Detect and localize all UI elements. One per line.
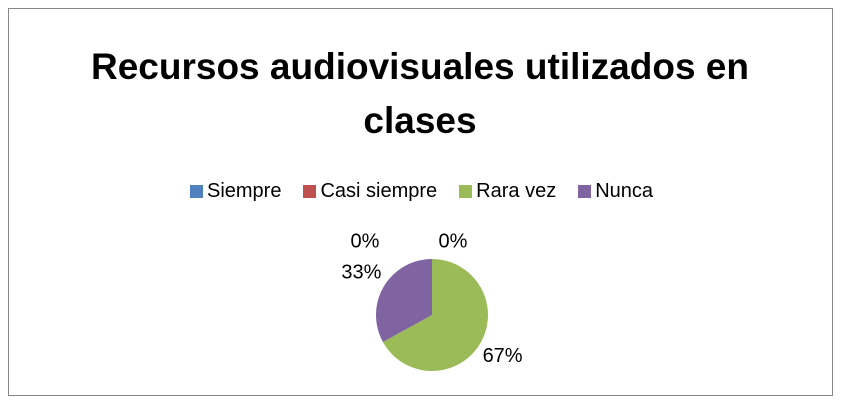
legend-item: Siempre [189,180,282,203]
data-label: 0% [439,230,468,252]
data-label: 0% [351,230,380,252]
legend-label: Nunca [595,180,654,202]
data-label: 67% [483,345,523,367]
legend-item: Casi siempre [303,180,437,203]
legend-item: Rara vez [459,180,556,203]
legend-swatch [459,185,473,198]
legend-item: Nunca [578,180,653,203]
legend-swatch [189,185,203,198]
legend-label: Rara vez [476,180,557,202]
legend-swatch [303,185,317,198]
pie-slice [382,259,488,371]
data-label: 33% [341,262,381,284]
legend-label: Casi siempre [320,180,438,202]
chart-title: Recursos audiovisuales utilizados en cla… [91,46,749,141]
pie-slice [375,259,432,342]
legend: Siempre Casi siempre Rara vez Nunca [0,180,843,203]
legend-label: Siempre [206,180,282,202]
legend-swatch [578,185,592,198]
